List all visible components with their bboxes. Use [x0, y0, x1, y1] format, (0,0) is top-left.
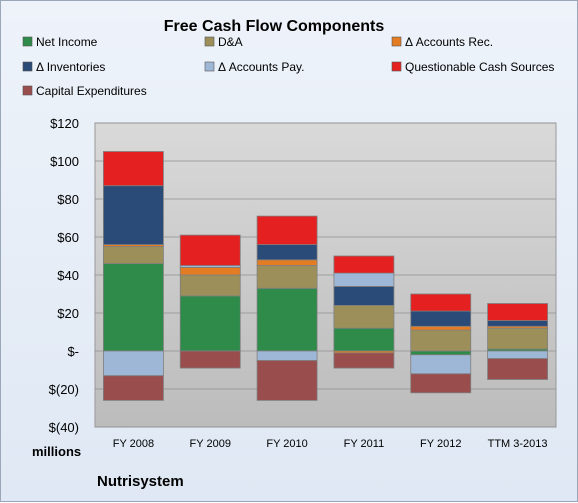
y-tick-label: $20: [57, 306, 79, 321]
bar-accounts-rec-fy-2010: [256, 259, 318, 266]
y-tick-label: $100: [50, 154, 79, 169]
bar-capital-expenditures-fy-2008: [103, 375, 164, 401]
legend-label: Δ Inventories: [36, 60, 105, 74]
bar-accounts-pay-ttm-3-2013: [487, 350, 548, 359]
bar-accounts-rec-fy-2009: [179, 266, 241, 276]
bar-inventories-fy-2010: [256, 244, 318, 261]
legend-label: Net Income: [36, 35, 98, 49]
bar-accounts-pay-fy-2010: [256, 350, 318, 361]
x-tick-label: FY 2009: [190, 438, 231, 450]
bar-accounts-pay-fy-2008: [103, 350, 164, 377]
bar-inventories-ttm-3-2013: [487, 320, 548, 327]
legend-item-accounts-rec: Δ Accounts Rec.: [391, 35, 493, 49]
bar-d-a-fy-2011: [333, 304, 395, 329]
bar-questionable-cash-sources-fy-2011: [333, 255, 395, 274]
legend-item-questionable-cash-sources: Questionable Cash Sources: [391, 60, 554, 74]
legend-item-capital-expenditures: Capital Expenditures: [22, 84, 147, 98]
bar-net-income-fy-2011: [333, 327, 395, 352]
bar-net-income-fy-2009: [179, 295, 241, 352]
bar-inventories-fy-2011: [333, 285, 395, 306]
bar-capital-expenditures-fy-2009: [179, 350, 241, 369]
legend-item-accounts-pay: Δ Accounts Pay.: [204, 60, 305, 74]
gridlines: [95, 122, 556, 428]
y-tick-label: $120: [50, 116, 79, 131]
bar-capital-expenditures-fy-2011: [333, 352, 395, 369]
bar-questionable-cash-sources-fy-2010: [256, 215, 318, 246]
bar-net-income-fy-2010: [256, 287, 318, 352]
bar-questionable-cash-sources-fy-2009: [179, 234, 241, 266]
y-axis-ticks: $120 $100 $80 $60 $40 $20 $- $(20) $(40): [49, 116, 79, 435]
bar-d-a-ttm-3-2013: [487, 327, 548, 350]
bar-d-a-fy-2009: [179, 274, 241, 297]
bar-inventories-fy-2008: [103, 185, 164, 245]
bar-net-income-fy-2012: [410, 350, 472, 356]
legend-item-net-income: Net Income: [22, 35, 98, 49]
bar-d-a-fy-2008: [103, 246, 164, 265]
bar-net-income-fy-2008: [103, 263, 164, 352]
company-label: Nutrisystem: [97, 473, 184, 490]
bar-accounts-pay-fy-2012: [410, 354, 472, 375]
chart-title: Free Cash Flow Components: [164, 18, 385, 35]
y-tick-label: $-: [67, 344, 79, 359]
legend-swatch: [204, 36, 215, 47]
legend-label: D&A: [218, 35, 243, 49]
y-tick-label: $(40): [49, 420, 79, 435]
bar-capital-expenditures-ttm-3-2013: [487, 358, 548, 380]
bar-questionable-cash-sources-fy-2008: [103, 151, 164, 187]
legend-label: Questionable Cash Sources: [405, 60, 554, 74]
bar-inventories-fy-2012: [410, 310, 472, 327]
legend-swatch: [391, 36, 402, 47]
legend-item-d-a: D&A: [204, 35, 243, 49]
y-tick-label: $(20): [49, 382, 79, 397]
legend-label: Δ Accounts Rec.: [405, 35, 493, 49]
legend-label: Capital Expenditures: [36, 84, 147, 98]
x-tick-label: TTM 3-2013: [488, 438, 548, 450]
bar-accounts-rec-fy-2012: [410, 325, 472, 331]
legend-swatch: [22, 61, 33, 72]
x-axis-ticks: FY 2008 FY 2009 FY 2010 FY 2011 FY 2012 TTM 3…: [113, 438, 548, 450]
bar-accounts-pay-fy-2011: [333, 272, 395, 287]
legend-item-inventories: Δ Inventories: [22, 60, 105, 74]
bar-questionable-cash-sources-fy-2012: [410, 293, 472, 312]
bar-capital-expenditures-fy-2012: [410, 373, 472, 394]
y-tick-label: $80: [57, 192, 79, 207]
bar-questionable-cash-sources-ttm-3-2013: [487, 303, 548, 322]
bar-d-a-fy-2012: [410, 329, 472, 352]
bar-capital-expenditures-fy-2010: [256, 360, 318, 401]
y-axis-label: millions: [32, 444, 81, 459]
y-tick-label: $60: [57, 230, 79, 245]
y-tick-label: $40: [57, 268, 79, 283]
legend-label: Δ Accounts Pay.: [218, 60, 305, 74]
legend-swatch: [22, 85, 33, 96]
bars: [103, 151, 548, 401]
x-tick-label: FY 2010: [266, 438, 307, 450]
x-tick-label: FY 2012: [420, 438, 461, 450]
x-tick-label: FY 2008: [113, 438, 154, 450]
legend-swatch: [204, 61, 215, 72]
legend-swatch: [391, 61, 402, 72]
bar-d-a-fy-2010: [256, 265, 318, 289]
x-tick-label: FY 2011: [344, 438, 385, 450]
legend-swatch: [22, 36, 33, 47]
legend: Net Income D&A Δ Accounts Rec. Δ Inventorie…: [22, 35, 554, 98]
